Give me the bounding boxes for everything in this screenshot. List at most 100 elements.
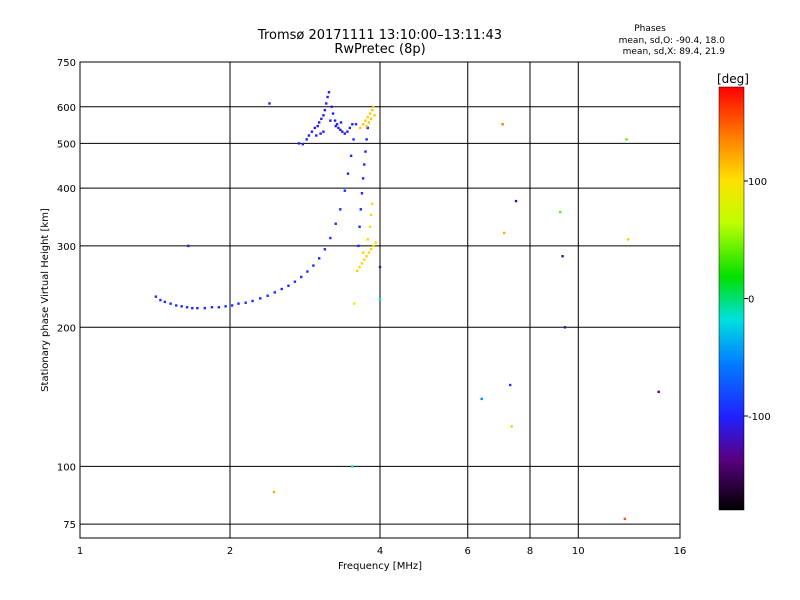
data-point	[627, 238, 630, 241]
data-point	[175, 304, 178, 307]
data-point	[372, 244, 375, 248]
data-point	[305, 138, 308, 141]
data-point	[185, 306, 189, 309]
data-point	[365, 124, 368, 128]
x-tick-label: 4	[377, 546, 383, 557]
data-point	[335, 123, 339, 126]
data-point	[561, 255, 564, 258]
data-point	[341, 130, 344, 133]
data-point	[348, 126, 352, 130]
data-point	[357, 244, 360, 248]
data-point	[154, 295, 158, 298]
data-point	[230, 304, 234, 307]
data-point	[320, 117, 323, 121]
x-tick-labels: 1 2 4 6 8 10 16	[77, 546, 687, 557]
chart-title: Tromsø 20171111 13:10:00–13:11:43	[257, 28, 502, 43]
data-point	[368, 112, 372, 115]
data-point	[371, 108, 374, 112]
data-point	[365, 255, 368, 258]
data-point	[623, 517, 627, 521]
data-point	[333, 119, 337, 122]
y-tick-label: 300	[57, 242, 76, 253]
x-tick-label: 1	[77, 546, 83, 557]
data-point	[217, 306, 221, 309]
data-point	[306, 270, 309, 273]
data-point	[510, 425, 513, 428]
data-point	[358, 225, 361, 228]
data-point	[322, 114, 325, 117]
data-point	[343, 132, 347, 135]
data-point	[297, 142, 301, 145]
data-point	[365, 138, 368, 141]
data-point	[361, 123, 365, 126]
x-axis-label: Frequency [MHz]	[338, 561, 422, 572]
x-tick-label: 6	[465, 546, 471, 557]
chart-subtitle: RwPretec (8p)	[334, 42, 425, 57]
data-point	[364, 119, 367, 122]
data-point	[259, 297, 262, 300]
data-point	[352, 302, 356, 305]
y-tick-label: 750	[57, 58, 76, 69]
y-axis-label: Stationary phase Virtual Height [km]	[40, 208, 51, 392]
data-point	[372, 105, 375, 108]
data-point	[315, 134, 318, 137]
data-point	[203, 306, 206, 310]
data-point	[339, 128, 342, 132]
stats-heading: Phases	[634, 24, 666, 34]
data-point	[326, 95, 329, 99]
data-point	[191, 306, 194, 310]
y-tick-label: 75	[63, 520, 76, 531]
data-point	[180, 305, 183, 308]
data-point	[163, 300, 167, 304]
data-point	[358, 126, 362, 130]
data-point	[337, 126, 340, 130]
data-point	[355, 269, 359, 273]
colorbar-tick-label: 100	[748, 177, 767, 188]
data-point	[307, 134, 311, 137]
data-point	[325, 102, 328, 105]
stats-line-x: mean, sd,X: 89.4, 21.9	[623, 47, 726, 57]
data-point	[367, 251, 371, 254]
data-point	[366, 126, 369, 130]
data-point	[369, 117, 373, 121]
data-point	[625, 138, 628, 141]
data-point	[378, 265, 382, 269]
data-point	[501, 123, 504, 126]
data-point	[374, 241, 377, 244]
data-point	[331, 112, 335, 115]
data-point	[329, 119, 332, 122]
data-point	[322, 130, 325, 133]
data-point	[363, 163, 366, 166]
data-point	[361, 251, 365, 254]
data-point	[169, 302, 172, 305]
data-point	[210, 306, 214, 309]
data-point	[351, 123, 354, 126]
data-point	[272, 490, 276, 494]
data-point	[369, 213, 373, 217]
data-point	[187, 244, 190, 248]
data-point	[244, 301, 247, 304]
data-point	[329, 236, 332, 240]
data-point	[293, 280, 297, 283]
data-point	[514, 199, 518, 203]
data-point	[268, 102, 271, 105]
data-point	[312, 264, 315, 267]
data-point	[360, 192, 364, 195]
data-point	[273, 291, 276, 294]
data-point	[559, 210, 562, 214]
data-point	[480, 397, 483, 401]
y-tick-label: 400	[57, 184, 76, 195]
stats-line-o: mean, sd,O: -90.4, 18.0	[619, 36, 726, 46]
y-tick-label: 600	[57, 103, 76, 114]
colorbar-tick-label: 0	[748, 295, 754, 306]
data-point	[266, 294, 269, 297]
data-point	[363, 258, 366, 261]
data-point	[334, 124, 337, 128]
data-point	[251, 299, 254, 303]
data-point	[323, 248, 327, 251]
data-point	[280, 287, 283, 291]
y-tick-label: 100	[57, 462, 76, 473]
data-point	[196, 306, 199, 310]
data-point	[339, 208, 342, 211]
